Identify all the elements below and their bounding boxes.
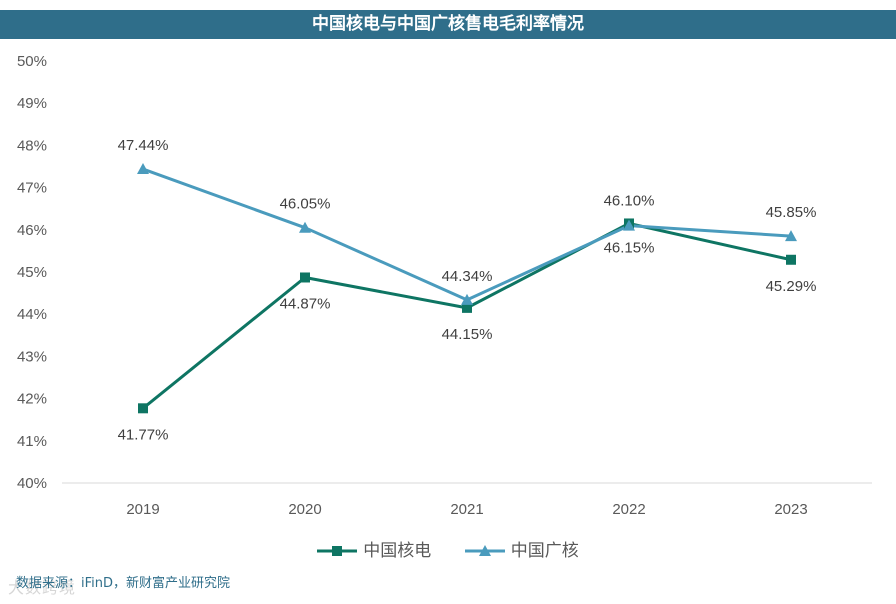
x-tick-label: 2022 [612, 501, 645, 518]
x-tick-label: 2021 [450, 501, 483, 518]
data-label: 46.05% [280, 196, 331, 213]
legend-swatch-square [317, 546, 358, 556]
series-line-0 [142, 221, 792, 410]
y-tick-label: 47% [17, 180, 47, 197]
y-tick-label: 43% [17, 348, 47, 365]
y-tick-label: 46% [17, 222, 47, 239]
data-label: 45.29% [766, 278, 817, 295]
watermark: 大数跨境 [8, 578, 77, 597]
data-point-triangle [623, 219, 635, 231]
y-tick-label: 42% [17, 391, 47, 408]
y-tick-label: 41% [17, 433, 47, 450]
data-label: 44.34% [442, 268, 493, 285]
data-label: 44.87% [280, 295, 331, 312]
x-tick-label: 2020 [288, 501, 321, 518]
legend-label: 中国广核 [510, 541, 579, 561]
data-point-triangle [785, 230, 797, 242]
legend-item-cgn[interactable]: 中国广核 [464, 536, 579, 561]
data-point-square [138, 403, 148, 414]
y-tick-label: 48% [17, 137, 47, 154]
source-note: 数据来源：iFinD，新财富产业研究院 [16, 576, 231, 591]
data-label: 41.77% [118, 426, 169, 443]
data-label: 47.44% [118, 137, 169, 154]
data-label: 46.15% [604, 239, 655, 256]
data-point-square [300, 272, 310, 283]
y-tick-label: 50% [17, 53, 47, 70]
legend: 中国核电 中国广核 [0, 536, 896, 561]
x-tick-label: 2023 [774, 501, 807, 518]
data-point-square [786, 254, 796, 265]
y-tick-label: 45% [17, 264, 47, 281]
legend-swatch-triangle [464, 545, 505, 556]
data-point-triangle [461, 293, 473, 305]
data-point-square [462, 302, 472, 313]
data-label: 44.15% [442, 326, 493, 343]
y-tick-label: 40% [17, 475, 47, 492]
data-point-triangle [137, 163, 149, 175]
data-point-triangle [299, 221, 311, 233]
y-tick-label: 49% [17, 95, 47, 112]
x-tick-label: 2019 [126, 501, 159, 518]
y-tick-label: 44% [17, 306, 47, 323]
legend-item-cnnp[interactable]: 中国核电 [317, 536, 431, 561]
data-label: 46.10% [604, 193, 655, 210]
legend-label: 中国核电 [363, 541, 432, 561]
data-label: 45.85% [766, 204, 817, 221]
chart-title: 中国核电与中国广核售电毛利率情况 [0, 10, 896, 39]
